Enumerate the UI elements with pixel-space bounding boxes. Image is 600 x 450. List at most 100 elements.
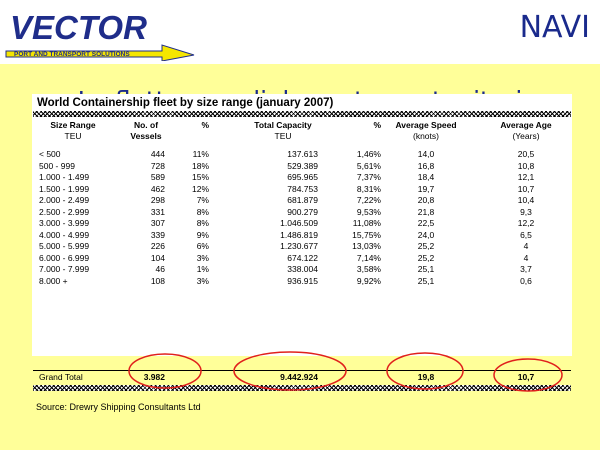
cell-average-age: 4 (523, 241, 529, 251)
cell-size-range: 2.000 - 2.499 (39, 195, 90, 205)
cell-size-range: 4.000 - 4.999 (39, 229, 90, 240)
header-percent-capacity: % (373, 120, 381, 130)
cell-average-speed: 20,8 (417, 195, 435, 205)
cell-vessels: 307 (150, 218, 165, 228)
cell-average-age: 3,7 (520, 264, 532, 274)
cell-percent-vessels: 11% (192, 149, 209, 159)
cell-average-speed: 24,0 (417, 229, 435, 240)
vector-logo: VECTOR PORT AND TRANSPORT SOLUTIONS (5, 9, 195, 61)
cell-total-capacity: 137.613 (287, 149, 318, 159)
cell-average-age: 10,8 (517, 160, 535, 171)
grand-total-row: Grand Total 3.982 9.442.924 19,8 10,7 (33, 372, 571, 383)
cell-average-age: 20,5 (517, 149, 535, 159)
cell-vessels: 462 (150, 183, 165, 194)
header-average-age: Average Age (500, 120, 552, 130)
cell-percent-vessels: 1% (196, 264, 209, 274)
table-row: 8.000 + 108 3% 936.915 9,92% 25,1 0,6 (33, 276, 571, 287)
table-row: 5.000 - 5.999 226 6% 1.230.677 13,03% 25,2 4 (33, 241, 571, 252)
cell-vessels: 108 (150, 275, 165, 286)
cell-total-capacity: 900.279 (287, 206, 318, 217)
cell-vessels: 298 (150, 195, 165, 205)
cell-vessels: 728 (150, 160, 165, 171)
logo-wordmark: VECTOR (10, 9, 147, 46)
grand-total-age: 10,7 (517, 372, 535, 382)
cell-percent-vessels: 3% (196, 275, 209, 286)
header-vessels: No. of (133, 120, 159, 130)
cell-percent-capacity: 7,14% (356, 252, 381, 263)
grand-total-rule (33, 370, 571, 371)
cell-average-age: 9,3 (520, 206, 532, 217)
cell-average-speed: 14,0 (417, 149, 435, 159)
cell-total-capacity: 674.122 (287, 252, 318, 263)
cell-average-speed: 25,2 (417, 252, 435, 263)
header-bar: VECTOR PORT AND TRANSPORT SOLUTIONS NAVI (0, 0, 600, 64)
grand-total-vessels: 3.982 (143, 372, 165, 382)
table-row: 2.000 - 2.499 298 7% 681.879 7,22% 20,8 10,4 (33, 195, 571, 206)
hatched-rule-bottom (33, 385, 571, 391)
cell-percent-vessels: 3% (196, 252, 209, 263)
grand-total-label: Grand Total (39, 372, 83, 382)
cell-percent-capacity: 3,58% (356, 264, 381, 274)
cell-total-capacity: 695.965 (287, 172, 318, 182)
header-size-range: Size Range (50, 120, 96, 130)
table-row: 2.500 - 2.999 331 8% 900.279 9,53% 21,8 9,3 (33, 207, 571, 218)
cell-total-capacity: 1.230.677 (280, 241, 318, 251)
cell-average-speed: 22,5 (417, 218, 435, 228)
table-row: 1.500 - 1.999 462 12% 784.753 8,31% 19,7 10,7 (33, 184, 571, 195)
cell-total-capacity: 936.915 (287, 275, 318, 286)
cell-percent-vessels: 6% (196, 241, 209, 251)
table-units-row: TEU Vessels TEU (knots) (Years) (33, 131, 571, 142)
hatched-rule-top (33, 111, 571, 117)
table-row: < 500 444 11% 137.613 1,46% 14,0 20,5 (33, 149, 571, 160)
cell-average-age: 0,6 (520, 275, 532, 286)
table-row: 1.000 - 1.499 589 15% 695.965 7,37% 18,4 12,1 (33, 172, 571, 183)
cell-size-range: 8.000 + (39, 275, 68, 286)
grand-total-capacity: 9.442.924 (280, 372, 318, 382)
cell-size-range: 2.500 - 2.999 (39, 206, 90, 217)
cell-vessels: 589 (150, 172, 165, 182)
cell-percent-capacity: 7,37% (356, 172, 381, 182)
table-row: 6.000 - 6.999 104 3% 674.122 7,14% 25,2 4 (33, 253, 571, 264)
source-note: Source: Drewry Shipping Consultants Ltd (36, 402, 201, 412)
cell-vessels: 331 (150, 206, 165, 217)
unit-vessels: Vessels (130, 131, 162, 141)
cell-vessels: 226 (150, 241, 165, 251)
cell-average-speed: 25,2 (417, 241, 435, 251)
cell-percent-vessels: 9% (196, 229, 209, 240)
unit-average-age: (Years) (512, 131, 540, 141)
section-label: NAVI (519, 10, 590, 45)
cell-size-range: 5.000 - 5.999 (39, 241, 90, 251)
cell-average-speed: 25,1 (417, 264, 435, 274)
cell-average-age: 6,5 (520, 229, 532, 240)
table-row: 7.000 - 7.999 46 1% 338.004 3,58% 25,1 3,7 (33, 264, 571, 275)
cell-total-capacity: 529.389 (287, 160, 318, 171)
cell-size-range: 6.000 - 6.999 (39, 252, 90, 263)
cell-percent-capacity: 13,03% (352, 241, 381, 251)
cell-total-capacity: 1.486.819 (280, 229, 318, 240)
cell-average-age: 4 (523, 252, 529, 263)
cell-total-capacity: 784.753 (287, 183, 318, 194)
unit-total-capacity: TEU (274, 131, 292, 141)
cell-size-range: < 500 (39, 149, 61, 159)
header-total-capacity: Total Capacity (254, 120, 312, 130)
header-percent-vessels: % (201, 120, 209, 130)
cell-average-speed: 19,7 (417, 183, 435, 194)
cell-percent-vessels: 12% (191, 183, 209, 194)
cell-percent-capacity: 15,75% (352, 229, 381, 240)
cell-size-range: 7.000 - 7.999 (39, 264, 90, 274)
unit-average-speed: (knots) (413, 131, 439, 141)
cell-percent-vessels: 8% (196, 206, 209, 217)
cell-percent-capacity: 7,22% (356, 195, 381, 205)
cell-percent-vessels: 18% (191, 160, 209, 171)
cell-average-speed: 25,1 (417, 275, 435, 286)
cell-average-age: 10,7 (517, 183, 535, 194)
cell-vessels: 339 (150, 229, 165, 240)
cell-vessels: 444 (150, 149, 165, 159)
cell-percent-capacity: 1,46% (356, 149, 381, 159)
logo-tagline: PORT AND TRANSPORT SOLUTIONS (14, 51, 130, 58)
cell-percent-capacity: 8,31% (356, 183, 381, 194)
cell-total-capacity: 338.004 (287, 264, 318, 274)
table-row: 4.000 - 4.999 339 9% 1.486.819 15,75% 24,0 6,5 (33, 230, 571, 241)
cell-size-range: 1.000 - 1.499 (39, 172, 90, 182)
cell-percent-vessels: 8% (196, 218, 209, 228)
